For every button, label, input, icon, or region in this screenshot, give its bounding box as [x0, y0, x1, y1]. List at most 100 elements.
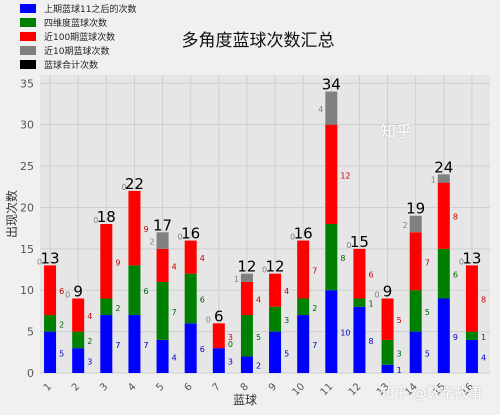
value-label: 1 — [234, 275, 239, 284]
bar-segment — [156, 339, 169, 373]
value-label: 6 — [143, 287, 148, 296]
bar-segment — [437, 174, 450, 183]
bar-segment — [128, 265, 141, 316]
total-label: 12 — [266, 258, 285, 276]
total-label: 19 — [406, 200, 425, 218]
value-label: 4 — [172, 262, 177, 271]
value-label: 2 — [59, 320, 64, 329]
brand-watermark: 知乎 — [380, 122, 413, 141]
total-label: 13 — [462, 249, 481, 267]
total-label: 16 — [294, 225, 313, 243]
total-label: 13 — [41, 249, 60, 267]
x-tick-label: 4 — [126, 381, 138, 393]
value-label: 4 — [481, 353, 486, 362]
x-tick-label: 6 — [183, 381, 195, 393]
bar-segment — [156, 248, 169, 282]
bar-segment — [44, 331, 57, 373]
bar-segment — [325, 224, 338, 291]
value-label: 5 — [256, 333, 261, 342]
legend-swatch — [20, 4, 36, 13]
bar-segment — [240, 281, 253, 316]
value-label: 0 — [121, 183, 126, 192]
value-label: 5 — [397, 316, 402, 325]
bar-segment — [212, 323, 225, 349]
value-label: 3 — [228, 333, 233, 342]
y-axis-label: 出现次数 — [4, 190, 19, 238]
x-tick-label: 10 — [291, 381, 308, 398]
total-label: 16 — [181, 225, 200, 243]
value-label: 2 — [87, 337, 92, 346]
bar-segment — [212, 348, 225, 373]
bar-segment — [381, 339, 394, 365]
legend-label: 四维度蓝球次数 — [44, 17, 107, 29]
y-tick-label: 20 — [20, 201, 34, 214]
value-label: 0 — [206, 315, 211, 324]
value-label: 4 — [172, 353, 177, 362]
value-label: 0 — [346, 241, 351, 250]
bar-segment — [353, 298, 366, 307]
chart-title: 多角度蓝球次数汇总 — [182, 31, 335, 51]
legend-label: 近10期蓝球次数 — [44, 45, 109, 57]
bar-segment — [269, 331, 282, 373]
value-label: 4 — [256, 296, 261, 305]
value-label: 9 — [115, 258, 120, 267]
bar-segment — [44, 265, 57, 316]
bar-segment — [381, 364, 394, 373]
value-label: 2 — [403, 221, 408, 230]
bar-segment — [72, 331, 85, 349]
value-label: 3 — [397, 349, 402, 358]
value-label: 1 — [368, 300, 373, 309]
value-label: 6 — [453, 271, 458, 280]
value-label: 4 — [200, 254, 205, 263]
x-tick-label: 2 — [70, 381, 82, 393]
x-tick-label: 3 — [98, 381, 110, 393]
total-label: 34 — [322, 76, 341, 94]
bar-segment — [409, 232, 422, 291]
total-label: 12 — [237, 258, 256, 276]
value-label: 8 — [340, 254, 345, 263]
bar-segment — [184, 273, 197, 324]
total-label: 9 — [383, 283, 393, 301]
value-label: 3 — [284, 316, 289, 325]
value-label: 2 — [115, 304, 120, 313]
value-label: 5 — [284, 349, 289, 358]
y-tick-label: 5 — [27, 326, 34, 339]
value-label: 2 — [256, 362, 261, 371]
value-label: 0 — [290, 233, 295, 242]
total-label: 15 — [350, 233, 369, 251]
bar-segment — [381, 298, 394, 340]
y-tick-label: 10 — [20, 284, 34, 297]
value-label: 0 — [262, 266, 267, 275]
legend-label: 上期蓝球11之后的次数 — [44, 3, 136, 15]
bar-segment — [240, 356, 253, 373]
bar-segment — [465, 339, 478, 373]
x-tick-label: 7 — [211, 381, 223, 393]
total-label: 18 — [97, 208, 116, 226]
value-label: 7 — [312, 267, 317, 276]
value-label: 3 — [228, 358, 233, 367]
value-label: 1 — [431, 175, 436, 184]
total-label: 17 — [153, 216, 172, 234]
value-label: 6 — [59, 287, 64, 296]
y-tick-label: 0 — [27, 367, 34, 380]
y-tick-label: 30 — [20, 119, 34, 132]
value-label: 4 — [87, 312, 92, 321]
legend: 上期蓝球11之后的次数四维度蓝球次数近100期蓝球次数近10期蓝球次数蓝球合计次… — [20, 3, 136, 71]
value-label: 5 — [425, 349, 430, 358]
value-label: 0 — [228, 340, 233, 349]
bar-segment — [325, 91, 338, 125]
value-label: 2 — [149, 238, 154, 247]
y-tick-label: 35 — [20, 77, 34, 90]
value-label: 0 — [459, 257, 464, 266]
total-label: 24 — [434, 158, 453, 176]
value-label: 6 — [368, 271, 373, 280]
bar-segment — [297, 315, 310, 373]
value-label: 12 — [340, 171, 350, 180]
value-label: 3 — [87, 358, 92, 367]
bar-segment — [353, 248, 366, 299]
value-label: 0 — [65, 291, 70, 300]
x-tick-label: 8 — [239, 381, 251, 393]
y-tick-label: 15 — [20, 243, 34, 256]
bar-segment — [437, 182, 450, 249]
